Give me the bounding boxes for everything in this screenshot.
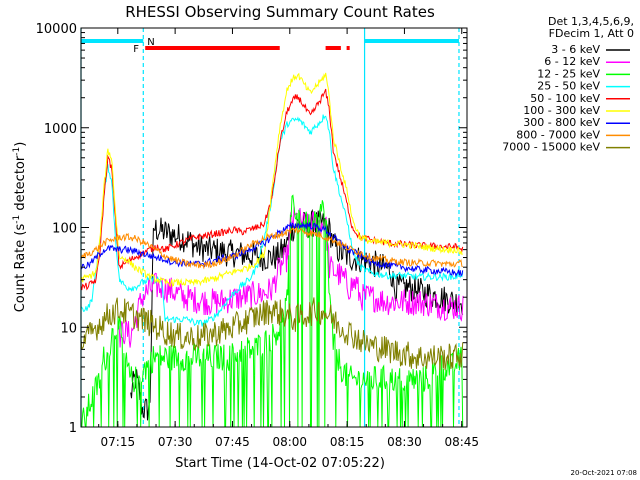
x-tick-label-1: 07:30	[158, 435, 193, 449]
y-axis-label-sup2: -1	[12, 147, 22, 156]
x-tick-label-2: 07:45	[215, 435, 250, 449]
x-tick-label-6: 08:45	[444, 435, 479, 449]
legend-header-line-1: Det 1,3,4,5,6,9,	[548, 15, 634, 28]
chart-title: RHESSI Observing Summary Count Rates	[125, 3, 435, 21]
series-line-50-100keV	[81, 88, 464, 291]
y-axis-label-mid: detector	[13, 155, 28, 215]
legend-label-2: 12 - 25 keV	[537, 67, 600, 80]
y-axis-label-sup1: -1	[12, 215, 22, 224]
series-line-12-25keV	[81, 194, 464, 427]
y-axis-label: Count Rate (s-1 detector-1)	[12, 142, 28, 313]
y-tick-label-1: 10	[60, 321, 77, 336]
y-axis-label-end: )	[13, 142, 28, 147]
legend-label-0: 3 - 6 keV	[551, 43, 600, 56]
night-label: N	[147, 37, 154, 48]
footer-date: 20-Oct-2021 07:08	[571, 469, 637, 477]
x-tick-label-0: 07:15	[101, 435, 136, 449]
series-line-100-300keV	[81, 72, 463, 288]
series-layer	[81, 72, 464, 427]
legend-label-6: 300 - 800 keV	[523, 116, 600, 129]
x-tick-label-3: 08:00	[272, 435, 307, 449]
legend-label-4: 50 - 100 keV	[530, 92, 600, 105]
legend: Det 1,3,4,5,6,9, FDecim 1, Att 0 3 - 6 k…	[502, 15, 634, 154]
legend-label-3: 25 - 50 keV	[537, 80, 600, 93]
y-tick-label-4: 10000	[36, 22, 77, 37]
series-line-7000-15000keV	[81, 297, 464, 371]
y-tick-label-0: 1	[69, 421, 77, 436]
night-bar-1	[364, 39, 459, 43]
legend-label-5: 100 - 300 keV	[523, 104, 600, 117]
flare-bar-0	[145, 46, 280, 50]
flare-label: F	[133, 44, 139, 55]
y-tick-label-3: 1000	[44, 122, 77, 137]
y-axis-label-main: Count Rate (s	[13, 224, 28, 313]
series-line-800-7000keV	[81, 226, 463, 270]
y-tick-label-2: 100	[52, 222, 77, 237]
x-tick-label-5: 08:30	[387, 435, 422, 449]
legend-label-7: 800 - 7000 keV	[516, 128, 600, 141]
flare-bar-1	[325, 46, 341, 50]
flare-layer: F	[133, 44, 350, 55]
x-axis-label: Start Time (14-Oct-02 07:05:22)	[175, 456, 385, 471]
legend-header-line-2: FDecim 1, Att 0	[549, 27, 634, 40]
y-axis: 1 10 100 1000 10000	[36, 22, 467, 436]
x-tick-label-4: 08:15	[330, 435, 365, 449]
x-axis: 07:15 07:30 07:45 08:00 08:15 08:30 08:45	[98, 28, 479, 449]
legend-label-8: 7000 - 15000 keV	[502, 141, 600, 154]
night-bar-0	[81, 39, 144, 43]
flare-bar-2	[346, 46, 350, 50]
legend-label-1: 6 - 12 keV	[544, 55, 600, 68]
